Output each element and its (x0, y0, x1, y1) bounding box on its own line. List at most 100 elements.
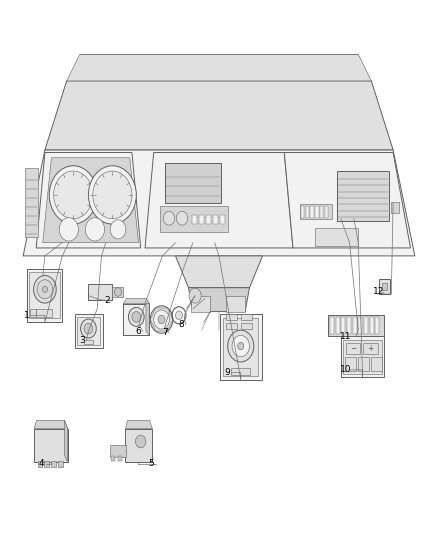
Bar (45, 461, 49, 467)
Bar (347, 317, 351, 334)
Text: −: − (350, 344, 356, 353)
FancyBboxPatch shape (29, 272, 60, 318)
Polygon shape (36, 152, 141, 248)
Polygon shape (188, 288, 250, 312)
Text: 11: 11 (339, 332, 351, 341)
Circle shape (135, 435, 146, 448)
Circle shape (132, 312, 141, 322)
Circle shape (189, 288, 201, 303)
FancyBboxPatch shape (328, 316, 385, 336)
Bar (231, 368, 251, 375)
Circle shape (154, 310, 170, 329)
Bar (241, 314, 252, 320)
Bar (111, 456, 116, 461)
FancyBboxPatch shape (191, 296, 210, 312)
Bar (51, 461, 56, 467)
Circle shape (81, 319, 96, 338)
FancyBboxPatch shape (226, 296, 245, 312)
Circle shape (228, 330, 254, 362)
Bar (38, 461, 42, 467)
Circle shape (85, 217, 105, 241)
FancyBboxPatch shape (336, 171, 389, 221)
FancyBboxPatch shape (77, 317, 100, 345)
Bar (226, 314, 237, 320)
Bar (341, 317, 345, 334)
Bar (226, 322, 237, 329)
FancyBboxPatch shape (160, 206, 228, 232)
Bar (364, 317, 368, 334)
Bar (117, 456, 122, 461)
Text: 8: 8 (178, 320, 184, 329)
Text: 3: 3 (79, 336, 85, 345)
Bar (358, 317, 362, 334)
Circle shape (110, 220, 126, 239)
FancyBboxPatch shape (165, 163, 221, 203)
Bar (371, 357, 382, 372)
Bar (30, 310, 36, 317)
Bar (192, 215, 197, 224)
Bar (364, 343, 378, 354)
Circle shape (177, 212, 187, 225)
Bar (306, 206, 309, 217)
FancyBboxPatch shape (88, 284, 113, 300)
FancyBboxPatch shape (223, 318, 258, 376)
Text: 10: 10 (339, 366, 351, 374)
Bar (301, 206, 304, 217)
Polygon shape (45, 81, 393, 150)
Circle shape (232, 335, 250, 357)
Polygon shape (67, 54, 371, 81)
Circle shape (53, 171, 93, 219)
Text: 5: 5 (148, 459, 155, 469)
Bar (382, 284, 387, 290)
Text: 6: 6 (136, 327, 141, 336)
FancyBboxPatch shape (220, 314, 261, 380)
FancyBboxPatch shape (110, 445, 126, 457)
FancyBboxPatch shape (27, 269, 62, 322)
Bar (84, 340, 93, 344)
Circle shape (49, 166, 97, 224)
Circle shape (150, 306, 173, 333)
FancyBboxPatch shape (343, 340, 382, 374)
Bar (36, 310, 52, 317)
Bar (58, 461, 63, 467)
Bar (345, 357, 356, 372)
Circle shape (37, 280, 53, 299)
FancyBboxPatch shape (379, 279, 390, 294)
Circle shape (176, 311, 183, 319)
Polygon shape (176, 256, 262, 288)
Polygon shape (125, 420, 152, 429)
Text: 9: 9 (225, 368, 230, 377)
Circle shape (158, 316, 165, 324)
Polygon shape (284, 152, 410, 248)
FancyBboxPatch shape (123, 304, 149, 335)
FancyBboxPatch shape (74, 314, 103, 348)
Bar (325, 206, 328, 217)
Circle shape (115, 288, 121, 296)
FancyBboxPatch shape (300, 204, 332, 219)
Text: 12: 12 (373, 287, 384, 296)
Bar (311, 206, 314, 217)
Bar (370, 317, 374, 334)
Bar (199, 215, 204, 224)
Circle shape (59, 217, 78, 241)
Text: 4: 4 (39, 459, 44, 469)
Polygon shape (146, 298, 149, 335)
Circle shape (163, 212, 175, 225)
Circle shape (128, 308, 144, 326)
Bar (358, 357, 369, 372)
Bar (206, 215, 211, 224)
FancyBboxPatch shape (391, 202, 399, 214)
Circle shape (34, 276, 56, 303)
FancyBboxPatch shape (315, 228, 358, 246)
Polygon shape (123, 298, 149, 304)
Bar (220, 215, 225, 224)
Circle shape (84, 323, 93, 334)
FancyBboxPatch shape (113, 287, 123, 297)
Text: 7: 7 (162, 328, 167, 337)
Polygon shape (23, 150, 415, 256)
Bar (315, 206, 319, 217)
FancyBboxPatch shape (25, 168, 38, 237)
Bar (241, 322, 252, 329)
FancyBboxPatch shape (34, 429, 67, 462)
FancyBboxPatch shape (125, 429, 152, 462)
